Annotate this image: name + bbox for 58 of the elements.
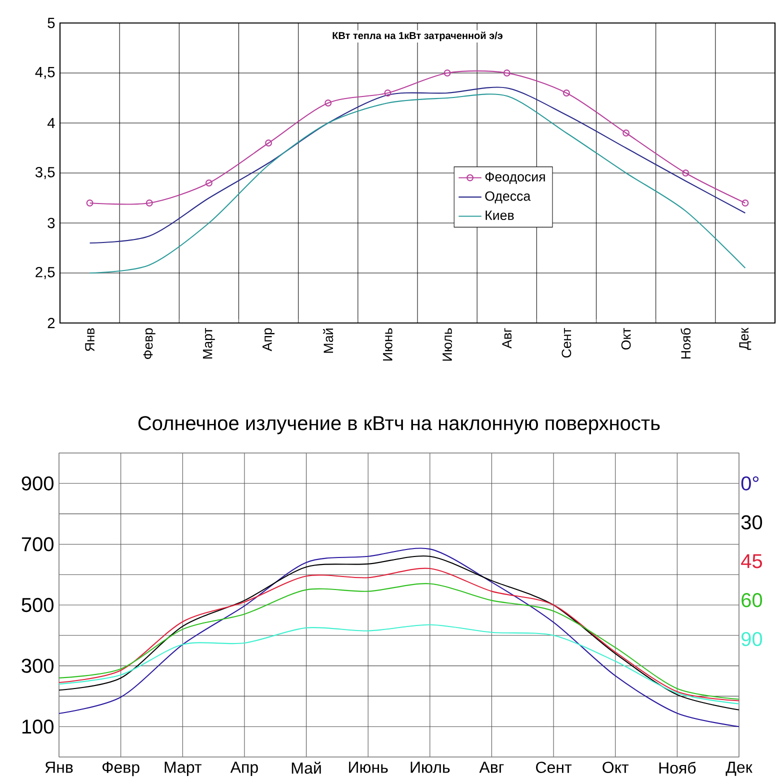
y-tick-label: 3,5 [35, 166, 55, 180]
point [384, 90, 392, 96]
y-tick-label: 700 [22, 537, 54, 552]
text: 45 [741, 554, 762, 568]
y-tick-label: 900 [22, 476, 54, 490]
x-tick-label: Май [292, 762, 321, 774]
y-tick-label: 4 [47, 118, 55, 128]
x-tick-label: Янв [85, 328, 94, 352]
legend-label: Киев [486, 210, 514, 220]
x-tick-label: Дек [739, 328, 752, 350]
x-tick-label: Июнь [349, 762, 388, 773]
point [324, 100, 332, 106]
legend-label: Феодосия [485, 172, 545, 184]
text: 60 [742, 593, 762, 608]
y-tick-label: 5 [48, 18, 55, 28]
y-tick-label: 4,5 [35, 67, 55, 79]
x-tick-label: Июль [442, 328, 452, 361]
point [682, 170, 690, 176]
text: 0° [741, 476, 759, 490]
text: 90 [742, 632, 762, 646]
x-tick-label: Июнь [383, 328, 392, 361]
x-tick-label: Март [202, 328, 215, 359]
x-tick-label: Авг [502, 328, 512, 349]
y-tick-label: 500 [22, 598, 54, 612]
x-tick-label: Нояб [680, 328, 691, 359]
point [444, 70, 451, 76]
chart-title: Солнечное излучение в кВтч на наклонную поверхность [138, 416, 660, 434]
x-tick-label: Февр [143, 328, 156, 359]
y-tick-label: 300 [22, 658, 54, 673]
x-tick-label: Янв [45, 762, 73, 773]
y-tick-label: 100 [22, 720, 54, 734]
x-tick-label: Сент [562, 328, 572, 358]
line-series [58, 624, 740, 704]
x-tick-label: Сент [536, 762, 572, 774]
text: КВт тепла на 1кВт затраченной э/э [332, 32, 502, 42]
text: 30 [741, 515, 762, 530]
y-tick-label: 3 [48, 218, 55, 228]
x-tick-label: Окт [621, 328, 631, 350]
point [562, 90, 570, 96]
x-tick-label: Июль [410, 762, 450, 773]
x-tick-label: Нояб [659, 762, 696, 774]
x-tick-label: Апр [230, 762, 258, 776]
x-tick-label: Апр [262, 328, 275, 352]
y-tick-label: 2,5 [36, 266, 55, 280]
x-tick-label: Авг [479, 762, 504, 773]
x-tick-label: Май [323, 328, 334, 353]
y-tick-label: 2 [48, 318, 55, 328]
x-tick-label: Окт [602, 762, 629, 774]
x-tick-label: Дек [726, 762, 752, 776]
point [622, 130, 630, 136]
point [205, 180, 212, 186]
point [146, 200, 153, 206]
point [503, 70, 510, 76]
legend-label: Одесса [485, 191, 531, 204]
line-series [89, 86, 746, 244]
x-tick-label: Март [164, 762, 202, 776]
x-tick-label: Февр [102, 762, 140, 776]
point [265, 140, 272, 146]
